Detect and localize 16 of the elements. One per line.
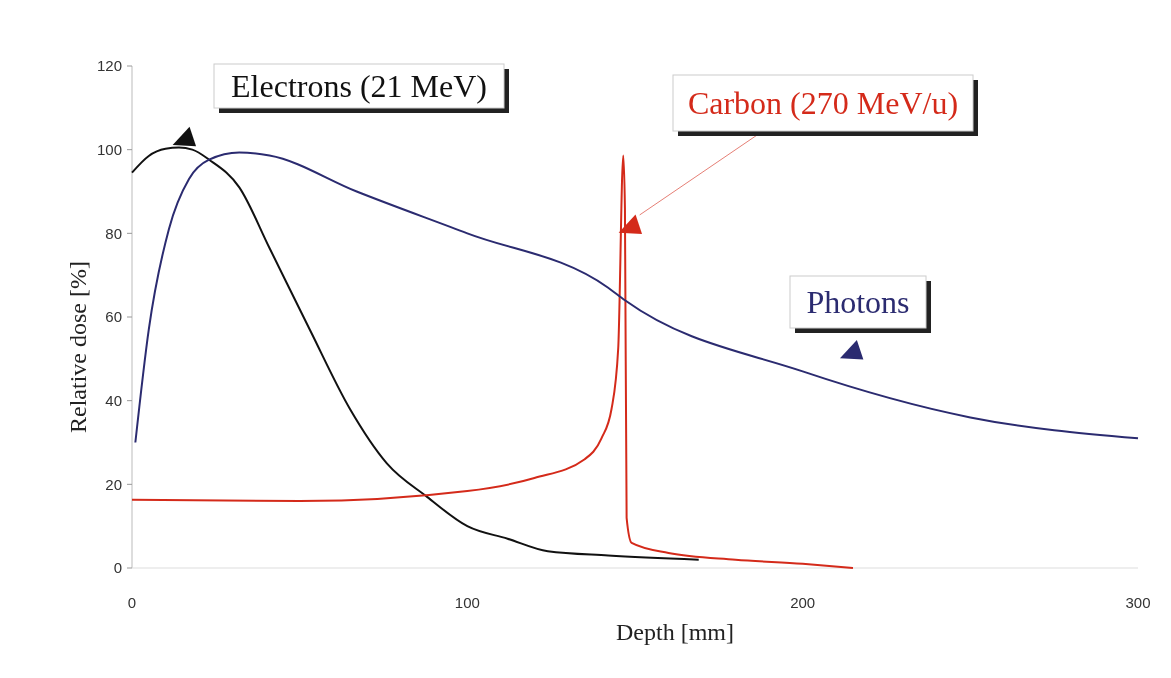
y-tick-label: 40 <box>105 391 122 409</box>
y-tick-label: 80 <box>105 224 122 242</box>
x-tick-label: 100 <box>454 594 480 611</box>
y-tick-label: 60 <box>105 308 122 326</box>
series-label: Photons <box>806 284 910 321</box>
y-tick-label: 120 <box>96 57 122 75</box>
x-axis-title: Depth [mm] <box>616 619 734 645</box>
series-label: Electrons (21 MeV) <box>231 68 487 105</box>
x-tick-label: 200 <box>790 594 816 611</box>
y-axis-title: Relative dose [%] <box>65 261 91 433</box>
x-tick-label: 300 <box>1125 594 1151 611</box>
x-tick-label: 0 <box>127 594 137 611</box>
text: Carbon (270 MeV/u) <box>687 85 959 122</box>
y-tick-label: 20 <box>105 475 122 493</box>
y-tick-label: 100 <box>96 140 122 158</box>
y-tick-label: 0 <box>113 559 122 577</box>
